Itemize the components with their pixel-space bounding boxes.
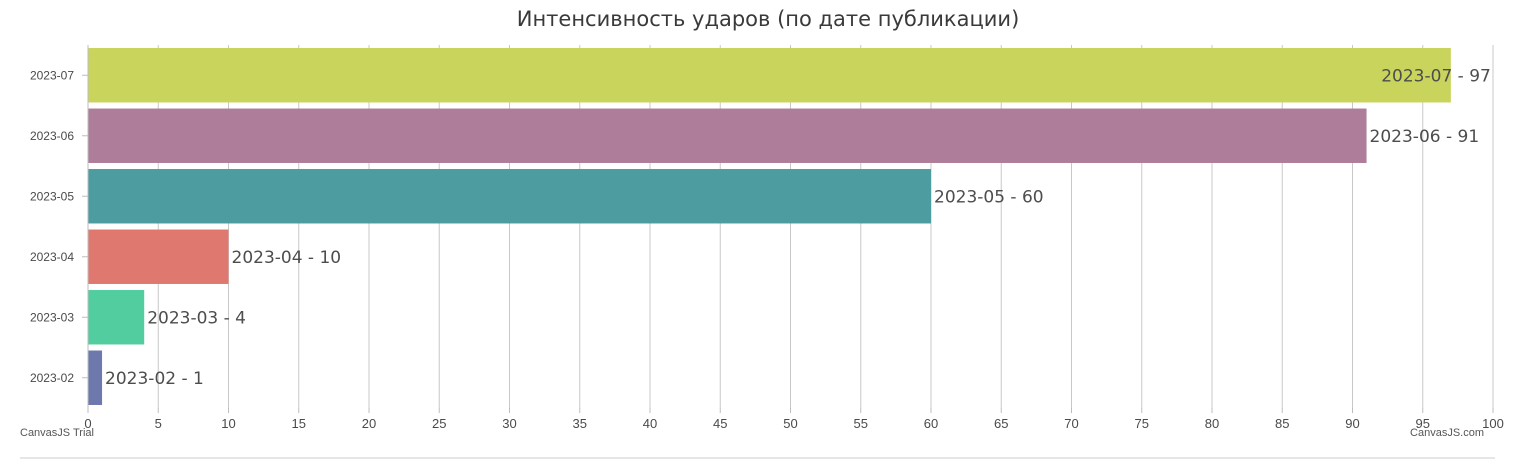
x-tick-label: 0 (84, 416, 91, 431)
x-tick-label: 95 (1416, 416, 1430, 431)
data-label: 2023-03 - 4 (147, 308, 246, 328)
data-label: 2023-04 - 10 (232, 248, 342, 268)
x-tick-label: 45 (713, 416, 727, 431)
canvasjs-site-credit[interactable]: CanvasJS.com (1410, 427, 1484, 439)
y-category-label: 2023-05 (30, 189, 74, 203)
x-tick-label: 70 (1064, 416, 1078, 431)
y-category-label: 2023-03 (30, 310, 74, 324)
bar-2023-04[interactable] (88, 229, 229, 284)
y-category-label: 2023-07 (30, 68, 74, 82)
data-label: 2023-02 - 1 (105, 369, 204, 389)
x-tick-label: 85 (1275, 416, 1289, 431)
x-tick-label: 80 (1205, 416, 1219, 431)
x-tick-label: 10 (221, 416, 235, 431)
data-label: 2023-05 - 60 (934, 187, 1044, 207)
x-tick-label: 25 (432, 416, 446, 431)
x-tick-label: 75 (1135, 416, 1149, 431)
data-label: 2023-06 - 91 (1370, 127, 1480, 147)
x-tick-label: 35 (573, 416, 587, 431)
bar-2023-06[interactable] (88, 108, 1367, 163)
bars (88, 48, 1451, 405)
gridlines (87, 45, 1494, 413)
x-tick-label: 60 (924, 416, 938, 431)
x-tick-label: 90 (1345, 416, 1359, 431)
x-tick-label: 5 (155, 416, 162, 431)
x-tick-label: 20 (362, 416, 376, 431)
x-tick-label: 15 (292, 416, 306, 431)
data-labels: 2023-02 - 1 2023-03 - 4 2023-04 - 10 2023-0… (105, 66, 1491, 389)
y-category-label: 2023-06 (30, 129, 74, 143)
bar-2023-02[interactable] (88, 350, 103, 405)
x-tick-label: 55 (854, 416, 868, 431)
x-tick-label: 30 (502, 416, 516, 431)
chart-title: Интенсивность ударов (по дате публикации… (517, 7, 1020, 31)
x-tick-label: 50 (783, 416, 797, 431)
category-axis-labels: 2023-02 2023-03 2023-04 2023-05 2023-06 2023-… (30, 68, 88, 385)
bar-2023-05[interactable] (88, 169, 931, 224)
x-tick-label: 40 (643, 416, 657, 431)
data-label: 2023-07 - 97 (1381, 66, 1491, 86)
bar-2023-07[interactable] (88, 48, 1451, 103)
x-tick-label: 100 (1482, 416, 1504, 431)
bar-2023-03[interactable] (88, 290, 145, 345)
y-category-label: 2023-04 (30, 250, 74, 264)
canvasjs-trial-credit: CanvasJS Trial (20, 427, 94, 439)
value-axis-labels: 0 5 10 15 20 25 30 35 40 45 50 55 60 65 70 75 80 85 90 95 10… (84, 416, 1503, 431)
x-tick-label: 65 (994, 416, 1008, 431)
y-category-label: 2023-02 (30, 371, 74, 385)
